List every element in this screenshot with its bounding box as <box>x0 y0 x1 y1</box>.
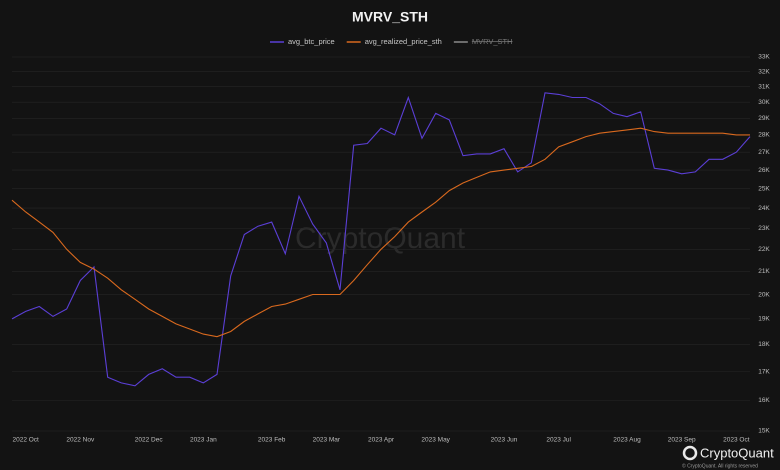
y-tick-label: 31K <box>758 83 770 90</box>
y-tick-label: 17K <box>758 368 770 375</box>
y-tick-label: 21K <box>758 268 770 275</box>
y-tick-label: 20K <box>758 291 770 298</box>
y-tick-label: 26K <box>758 167 770 174</box>
y-tick-label: 23K <box>758 225 770 232</box>
x-tick-label: 2022 Oct <box>12 437 39 444</box>
x-tick-label: 2023 Jul <box>546 437 571 444</box>
y-tick-label: 25K <box>758 185 770 192</box>
series-line <box>11 127 750 338</box>
y-tick-label: 22K <box>758 246 770 253</box>
y-tick-label: 33K <box>758 54 770 61</box>
y-tick-label: 19K <box>758 316 770 323</box>
x-tick-label: 2022 Dec <box>135 437 164 444</box>
x-tick-label: 2023 May <box>421 437 450 444</box>
y-tick-label: 27K <box>758 149 770 156</box>
y-tick-label: 28K <box>758 132 770 139</box>
brand-logo <box>682 445 698 461</box>
x-tick-label: 2023 Apr <box>368 437 395 444</box>
y-tick-label: 30K <box>758 99 770 106</box>
x-tick-label: 2023 Jan <box>190 437 217 444</box>
chart-title: MVRV_STH <box>352 9 428 25</box>
x-tick-label: 2023 Mar <box>313 437 341 444</box>
x-tick-label: 2023 Oct <box>723 437 750 444</box>
x-tick-label: 2023 Feb <box>258 437 286 444</box>
legend-label[interactable]: avg_btc_price <box>288 37 335 46</box>
brand-name: CryptoQuant <box>700 445 774 460</box>
y-tick-label: 18K <box>758 341 770 348</box>
copyright: © CryptoQuant. All rights reserved <box>682 462 758 469</box>
y-tick-label: 32K <box>758 68 770 75</box>
series-line <box>11 92 751 387</box>
y-tick-label: 29K <box>758 115 770 122</box>
x-tick-label: 2022 Nov <box>66 437 95 444</box>
x-tick-label: 2023 Sep <box>668 437 696 444</box>
x-tick-label: 2023 Jun <box>491 437 518 444</box>
y-tick-label: 24K <box>758 205 770 212</box>
y-tick-label: 16K <box>758 397 770 404</box>
legend-label[interactable]: MVRV_STH <box>472 37 513 46</box>
y-tick-label: 15K <box>758 428 770 435</box>
legend-label[interactable]: avg_realized_price_sth <box>365 37 442 46</box>
x-tick-label: 2023 Aug <box>613 437 641 444</box>
